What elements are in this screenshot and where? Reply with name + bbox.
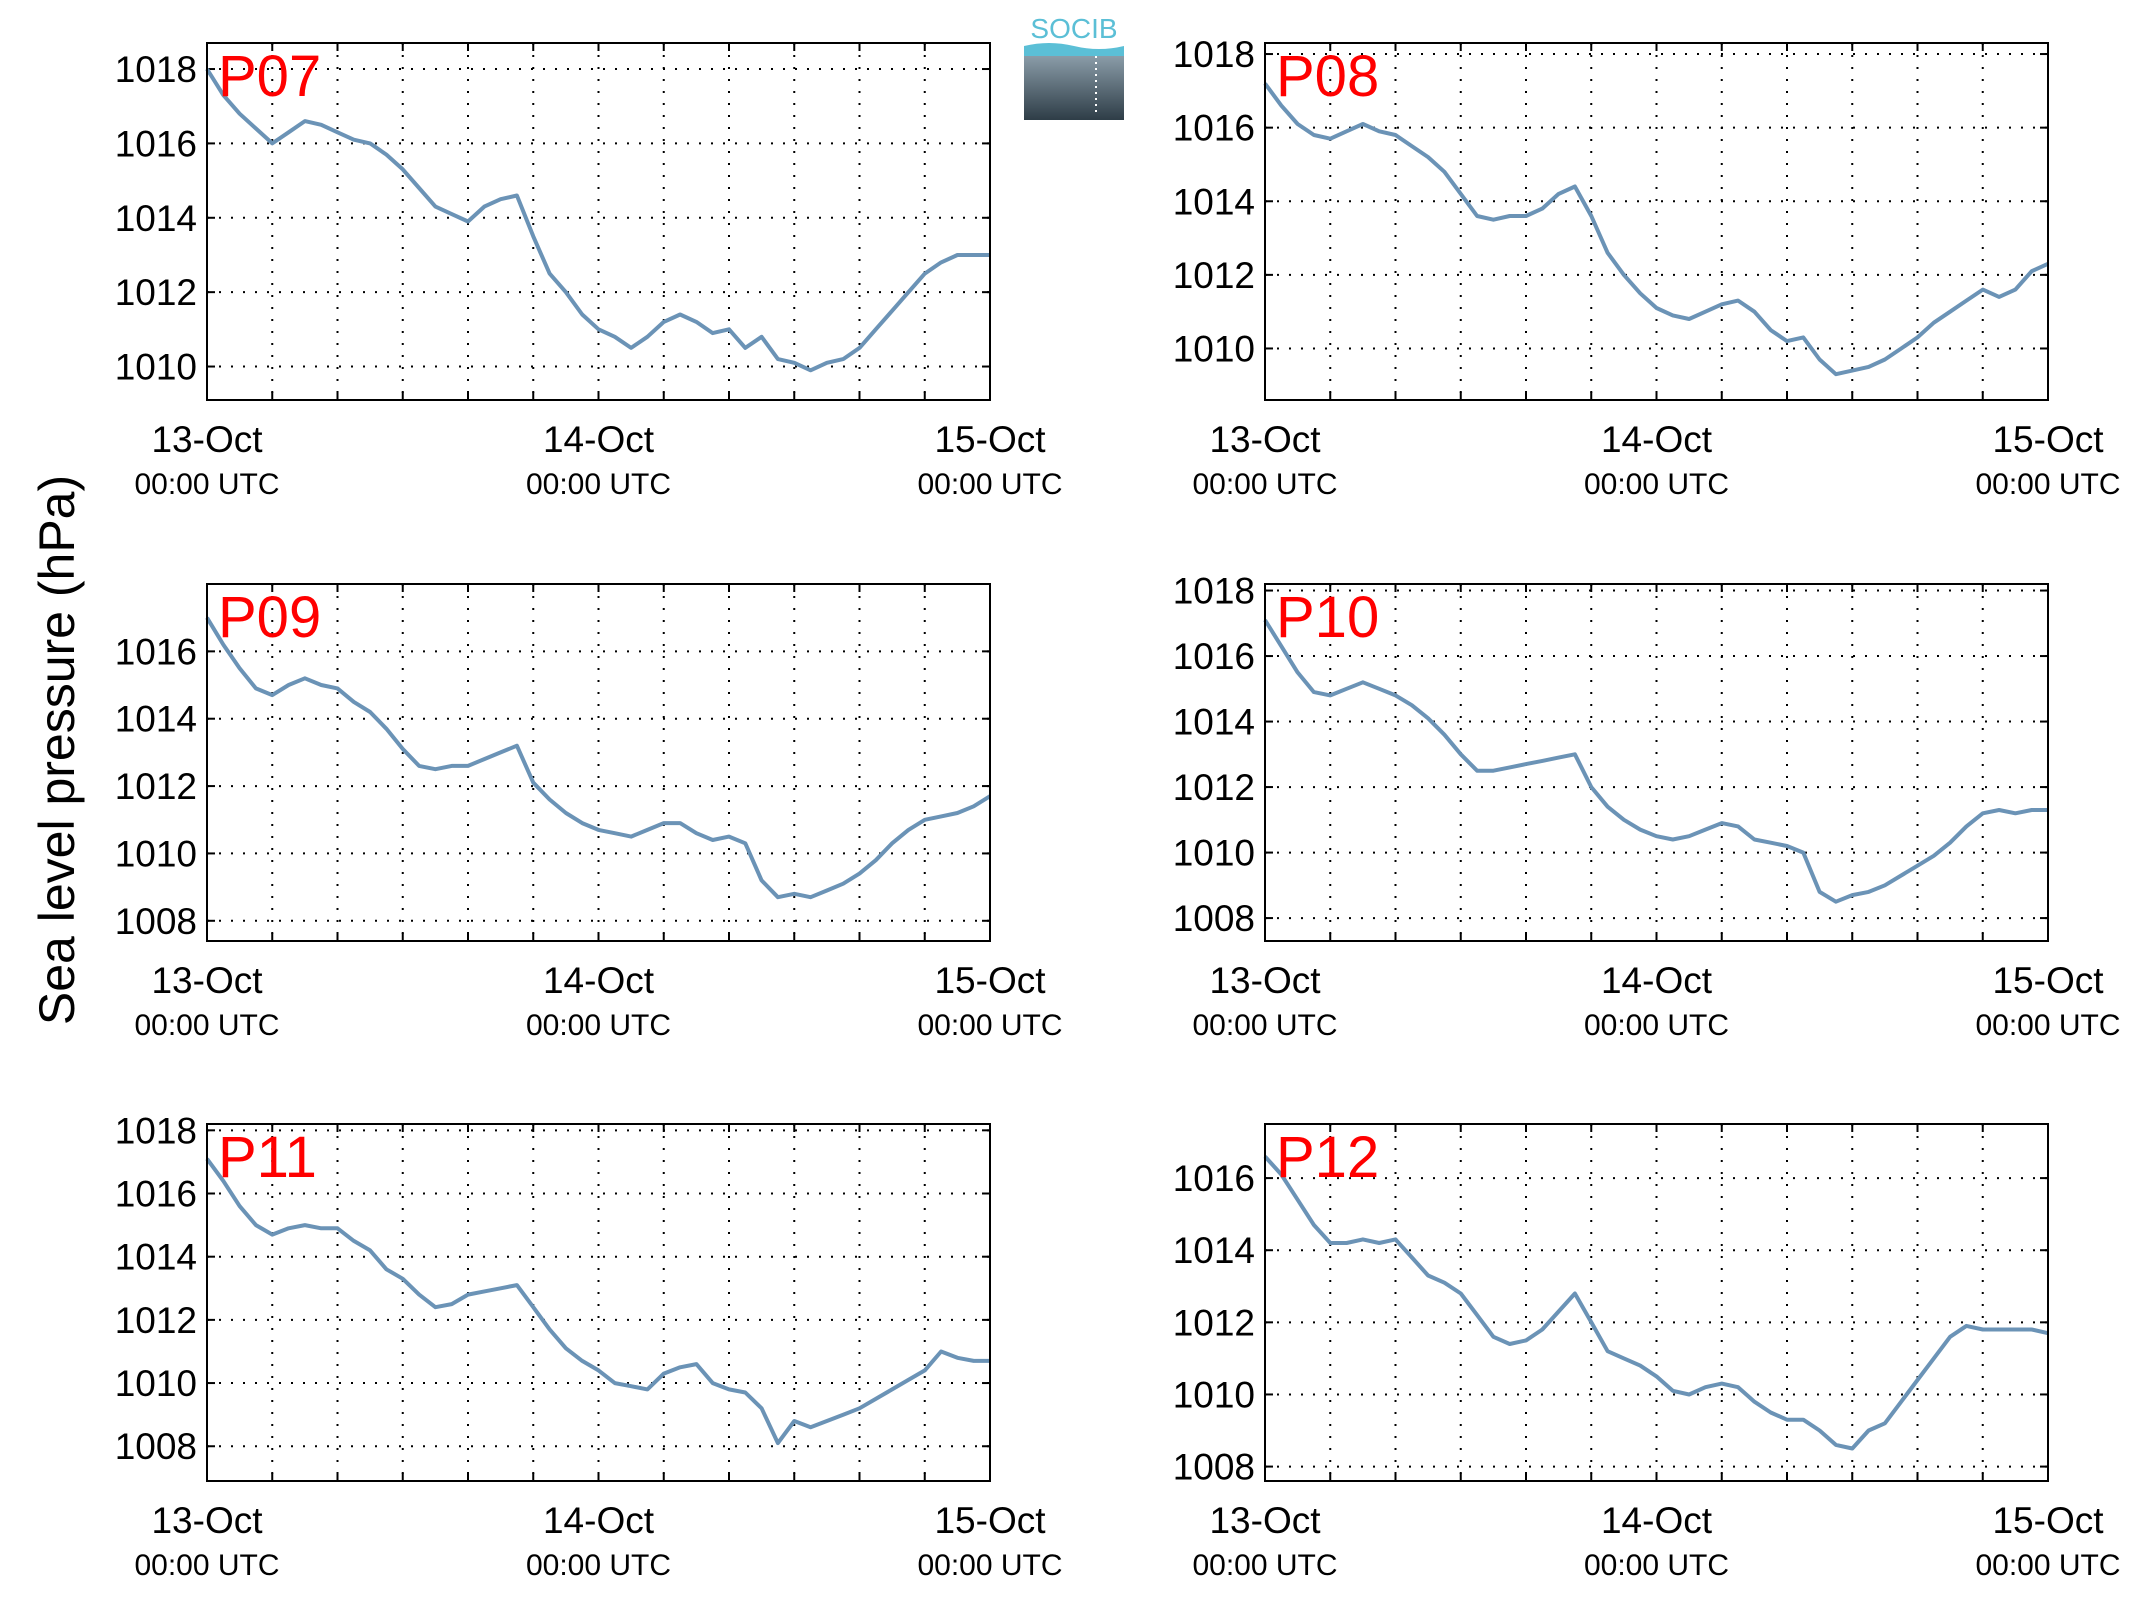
x-tick-day-label: 13-Oct xyxy=(151,1500,263,1541)
chart-panel-p08: 1010 1012 1014 1016 1018 13-Oct 00:00 UTC 14-Oc… xyxy=(1173,34,2121,501)
y-tick-label: 1010 xyxy=(115,1363,197,1404)
y-tick-label: 1008 xyxy=(1173,1447,1255,1488)
x-tick-time-label: 00:00 UTC xyxy=(1975,468,2120,501)
series-line xyxy=(1263,82,2049,377)
plot-frame xyxy=(206,42,991,401)
x-tick-day-label: 13-Oct xyxy=(1209,960,1321,1001)
x-tick-time-label: 00:00 UTC xyxy=(1584,1549,1729,1582)
y-tick-label: 1016 xyxy=(1173,636,1255,677)
series-line xyxy=(205,67,990,373)
chart-panel-p10: 1008 1010 1012 1014 1016 1018 13-Oct 00:00 UTC 1… xyxy=(1173,571,2121,1042)
x-tick-time-label: 00:00 UTC xyxy=(526,1549,671,1582)
x-tick-time-label: 00:00 UTC xyxy=(1584,468,1729,501)
x-tick-time-label: 00:00 UTC xyxy=(1584,1009,1729,1042)
x-tick-day-label: 13-Oct xyxy=(1209,1500,1321,1541)
plot-frame xyxy=(1264,583,2049,942)
y-tick-label: 1010 xyxy=(1173,328,1255,369)
y-tick-label: 1010 xyxy=(1173,833,1255,874)
chart-panel-p12: 1008 1010 1012 1014 1016 13-Oct 00:00 UTC 14-Oc… xyxy=(1173,1123,2121,1582)
x-tick-time-label: 00:00 UTC xyxy=(1192,468,1337,501)
y-tick-label: 1018 xyxy=(115,49,197,90)
station-label: P12 xyxy=(1276,1125,1379,1190)
series-line xyxy=(1263,618,2048,904)
y-tick-label: 1014 xyxy=(1173,1230,1255,1271)
y-tick-label: 1010 xyxy=(115,833,197,874)
y-tick-label: 1016 xyxy=(115,631,197,672)
y-tick-label: 1018 xyxy=(115,1110,197,1151)
x-tick-day-label: 14-Oct xyxy=(543,1500,655,1541)
x-tick-day-label: 14-Oct xyxy=(543,419,655,460)
y-tick-label: 1008 xyxy=(1173,898,1255,939)
chart-panel-p09: 1008 1010 1012 1014 1016 13-Oct 00:00 UTC 14-Oc… xyxy=(115,583,1063,1042)
chart-panel-p07: 1010 1012 1014 1016 1018 13-Oct 00:00 UTC 14-Oc… xyxy=(115,42,1063,501)
x-tick-time-label: 00:00 UTC xyxy=(917,1549,1062,1582)
series-line xyxy=(1263,1155,2049,1451)
plot-frame xyxy=(206,583,991,942)
x-tick-day-label: 14-Oct xyxy=(1601,960,1713,1001)
y-tick-label: 1012 xyxy=(1173,255,1255,296)
x-tick-time-label: 00:00 UTC xyxy=(134,468,279,501)
y-tick-label: 1012 xyxy=(1173,767,1255,808)
x-tick-time-label: 00:00 UTC xyxy=(526,468,671,501)
plot-frame xyxy=(206,1123,991,1482)
x-tick-day-label: 15-Oct xyxy=(1992,960,2104,1001)
station-label: P07 xyxy=(218,44,321,109)
x-tick-day-label: 15-Oct xyxy=(1992,419,2104,460)
y-tick-label: 1014 xyxy=(115,699,197,740)
series-line xyxy=(205,616,992,900)
x-tick-day-label: 15-Oct xyxy=(934,960,1046,1001)
chart-panel-p11: 1008 1010 1012 1014 1016 1018 13-Oct 00:00 UTC 1… xyxy=(115,1110,1063,1582)
y-tick-label: 1014 xyxy=(1173,181,1255,222)
plot-frame xyxy=(1264,1123,2049,1482)
x-tick-time-label: 00:00 UTC xyxy=(526,1009,671,1042)
x-tick-time-label: 00:00 UTC xyxy=(917,1009,1062,1042)
series-line xyxy=(205,1157,990,1446)
x-tick-day-label: 13-Oct xyxy=(1209,419,1321,460)
y-tick-label: 1012 xyxy=(115,1300,197,1341)
station-label: P11 xyxy=(218,1125,317,1190)
station-label: P09 xyxy=(218,585,321,650)
y-tick-label: 1010 xyxy=(115,347,197,388)
y-tick-label: 1018 xyxy=(1173,34,1255,75)
y-tick-label: 1010 xyxy=(1173,1374,1255,1415)
station-label: P10 xyxy=(1276,585,1379,650)
y-tick-label: 1014 xyxy=(115,1237,197,1278)
y-tick-label: 1012 xyxy=(115,272,197,313)
x-tick-time-label: 00:00 UTC xyxy=(1192,1549,1337,1582)
x-tick-time-label: 00:00 UTC xyxy=(1192,1009,1337,1042)
plot-frame xyxy=(1264,42,2049,401)
y-tick-label: 1016 xyxy=(1173,1158,1255,1199)
x-tick-day-label: 13-Oct xyxy=(151,419,263,460)
x-tick-time-label: 00:00 UTC xyxy=(134,1549,279,1582)
y-tick-label: 1018 xyxy=(1173,571,1255,612)
y-tick-label: 1012 xyxy=(115,766,197,807)
x-tick-day-label: 14-Oct xyxy=(1601,419,1713,460)
station-label: P08 xyxy=(1276,44,1379,109)
x-tick-day-label: 14-Oct xyxy=(1601,1500,1713,1541)
x-tick-day-label: 15-Oct xyxy=(934,419,1046,460)
x-tick-day-label: 13-Oct xyxy=(151,960,263,1001)
x-tick-time-label: 00:00 UTC xyxy=(1975,1549,2120,1582)
x-tick-day-label: 15-Oct xyxy=(934,1500,1046,1541)
y-tick-label: 1012 xyxy=(1173,1302,1255,1343)
y-tick-label: 1008 xyxy=(115,1426,197,1467)
y-tick-label: 1014 xyxy=(115,198,197,239)
y-tick-label: 1008 xyxy=(115,901,197,942)
logo-text: SOCIB xyxy=(1030,13,1117,44)
x-tick-day-label: 14-Oct xyxy=(543,960,655,1001)
x-tick-day-label: 15-Oct xyxy=(1992,1500,2104,1541)
socib-logo: SOCIB xyxy=(1024,12,1124,122)
x-tick-time-label: 00:00 UTC xyxy=(134,1009,279,1042)
x-tick-time-label: 00:00 UTC xyxy=(917,468,1062,501)
x-tick-time-label: 00:00 UTC xyxy=(1975,1009,2120,1042)
y-tick-label: 1016 xyxy=(115,123,197,164)
y-tick-label: 1016 xyxy=(115,1174,197,1215)
y-tick-label: 1016 xyxy=(1173,108,1255,149)
y-tick-label: 1014 xyxy=(1173,702,1255,743)
